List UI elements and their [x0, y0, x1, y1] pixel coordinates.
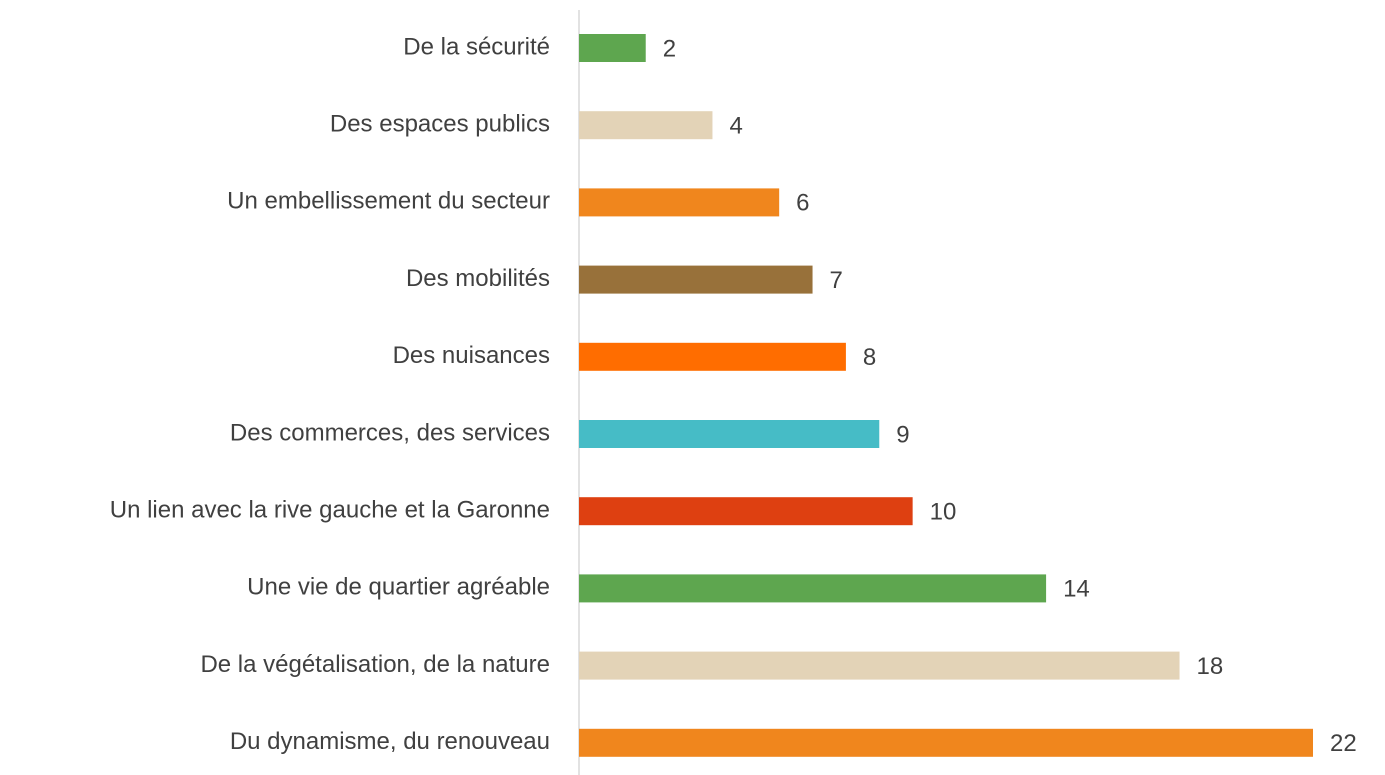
bar — [579, 651, 1180, 680]
data-label: 9 — [896, 421, 909, 448]
data-label: 14 — [1063, 576, 1090, 603]
y-tick-label: Un embellissement du secteur — [227, 188, 550, 215]
y-tick-label: Des commerces, des services — [230, 419, 550, 446]
bar — [579, 111, 713, 140]
data-label: 8 — [863, 344, 876, 371]
bar — [579, 574, 1047, 603]
data-label: 22 — [1330, 730, 1357, 757]
bar — [579, 34, 646, 62]
y-tick-label: De la végétalisation, de la nature — [200, 651, 550, 678]
y-tick-label: Des espaces publics — [330, 111, 550, 138]
bar — [579, 420, 880, 448]
y-tick-label: Un lien avec la rive gauche et la Garonn… — [110, 497, 550, 524]
bar — [579, 728, 1313, 757]
data-label: 18 — [1197, 653, 1224, 680]
data-label: 2 — [663, 35, 676, 62]
y-tick-label: Du dynamisme, du renouveau — [230, 728, 550, 755]
y-tick-label: Des nuisances — [393, 342, 550, 369]
bar — [579, 497, 913, 526]
data-label: 10 — [930, 499, 957, 526]
y-tick-label: Une vie de quartier agréable — [247, 574, 550, 601]
data-label: 7 — [830, 267, 843, 294]
y-tick-label: Des mobilités — [406, 265, 550, 292]
bar — [579, 265, 813, 294]
data-label: 6 — [796, 190, 809, 217]
bar — [579, 342, 846, 371]
data-label: 4 — [729, 113, 742, 140]
bar — [579, 188, 780, 217]
y-tick-label: De la sécurité — [403, 33, 550, 60]
